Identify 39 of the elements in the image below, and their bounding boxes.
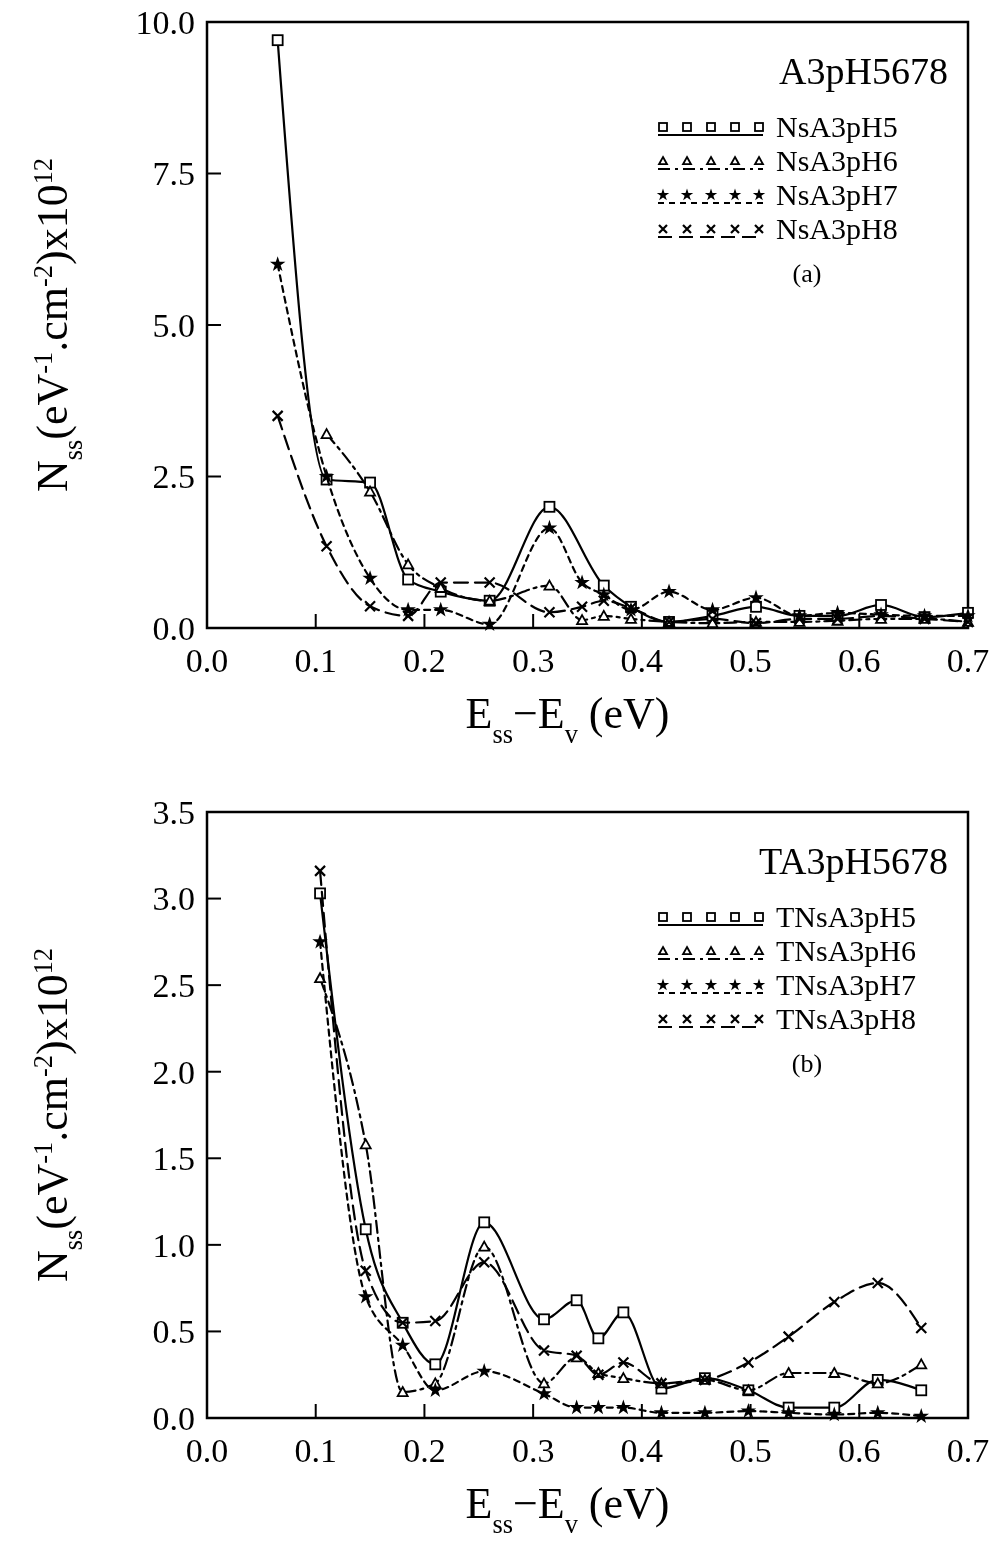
legend-label: TNsA3pH5 [776,900,916,933]
x-tick-label: 0.5 [729,1432,772,1469]
y-tick-label: 10.0 [135,3,195,41]
annotation: (b) [791,1049,823,1078]
y-tick-label: 5.0 [152,306,195,344]
annotation: (a) [792,259,822,288]
legend-label: NsA3pH5 [776,110,898,143]
x-tick-label: 0.6 [838,642,881,679]
y-tick-label: 1.5 [152,1140,195,1178]
x-tick-label: 0.5 [729,642,772,679]
legend-label: NsA3pH7 [776,178,898,211]
y-tick-label: 0.5 [152,1313,195,1351]
legend-label: NsA3pH6 [776,144,898,177]
legend-title: TA3pH5678 [758,840,948,882]
x-tick-label: 0.1 [294,1432,337,1469]
x-tick-label: 0.4 [620,1432,664,1469]
y-tick-label: 1.0 [152,1226,195,1264]
x-tick-label: 0.2 [403,1432,446,1469]
x-axis-title: E$_{ss}$−E$_{v}$ (eV) [465,689,670,749]
x-tick-label: 0.2 [403,642,446,679]
y-tick-label: 3.0 [152,880,195,918]
x-axis-title: E$_{ss}$−E$_{v}$ (eV) [465,1479,670,1539]
y-tick-label: 2.0 [152,1053,195,1091]
legend-label: TNsA3pH7 [776,968,916,1001]
x-tick-label: 0.3 [511,1432,555,1469]
y-tick-label: 2.5 [152,967,195,1005]
legend-label: TNsA3pH6 [776,934,916,967]
x-tick-label: 0.1 [294,642,337,679]
x-tick-label: 0.7 [946,1432,990,1469]
y-tick-label: 7.5 [152,155,195,193]
legend-label: TNsA3pH8 [776,1002,916,1035]
y-tick-label: 2.5 [152,458,195,496]
y-tick-label: 3.5 [152,793,195,831]
x-tick-label: 0.6 [838,1432,881,1469]
legend-label: NsA3pH8 [776,212,898,245]
x-tick-label: 0.3 [511,642,555,679]
legend-title: A3pH5678 [779,50,948,92]
x-tick-label: 0.4 [620,642,664,679]
x-tick-label: 0.7 [946,642,990,679]
